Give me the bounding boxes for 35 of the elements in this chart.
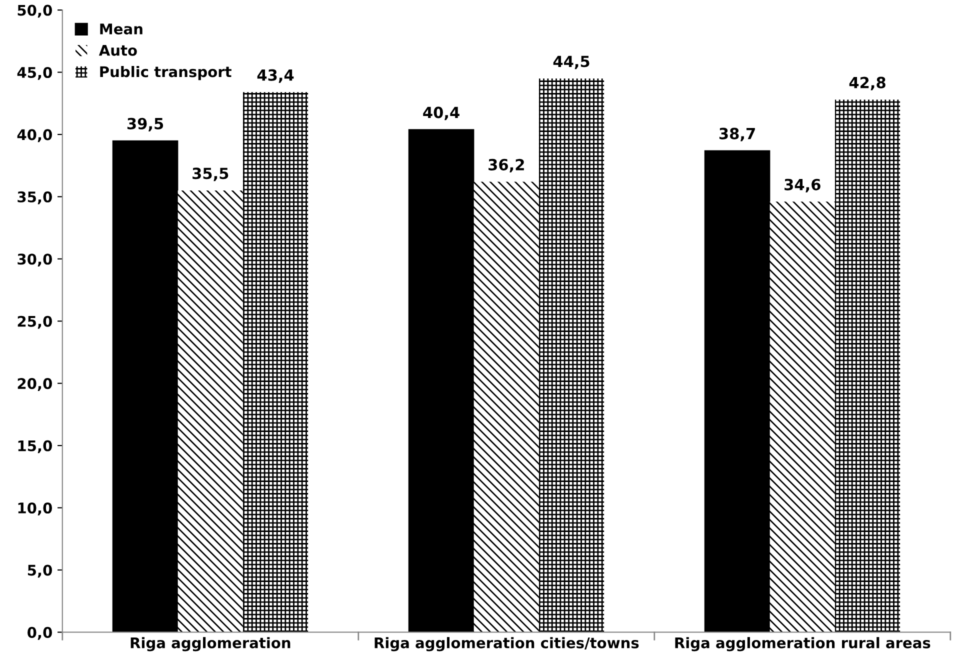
- data-label: 35,5: [192, 168, 228, 182]
- data-label: 42,8: [849, 76, 886, 90]
- y-tick-label: 10,0: [18, 502, 52, 516]
- bar: [474, 182, 539, 632]
- bar: [834, 100, 900, 632]
- legend-label: Mean: [100, 24, 142, 34]
- legend-label: Public transport: [100, 66, 232, 80]
- data-label: 34,6: [784, 178, 820, 192]
- data-label: 43,4: [257, 69, 294, 83]
- data-label: 39,5: [127, 118, 164, 132]
- y-tick-label: 45,0: [17, 66, 52, 80]
- y-tick-label: 5,0: [28, 564, 52, 578]
- data-label: 36,2: [488, 158, 524, 172]
- bar: [408, 129, 474, 632]
- bar: [538, 78, 604, 632]
- legend-label: Auto: [98, 45, 137, 56]
- data-label: 40,4: [423, 106, 460, 120]
- bar: [770, 202, 835, 632]
- x-tick-label: Riga agglomeration: [130, 637, 290, 652]
- y-tick-label: 30,0: [18, 254, 52, 267]
- data-label: 44,5: [553, 56, 590, 70]
- data-label: 38,7: [719, 128, 755, 142]
- y-tick-label: 0,0: [28, 626, 52, 640]
- bar: [112, 140, 178, 632]
- x-tick-label: Riga agglomeration cities/towns: [374, 637, 639, 652]
- bar: [704, 150, 770, 632]
- y-tick-label: 25,0: [18, 316, 52, 329]
- y-tick-label: 15,0: [18, 440, 52, 454]
- y-tick-label: 50,0: [18, 4, 52, 18]
- bar: [178, 190, 243, 632]
- y-tick-label: 20,0: [18, 378, 52, 391]
- y-tick-label: 35,0: [18, 191, 52, 204]
- bar: [242, 92, 308, 632]
- x-tick-label: Riga agglomeration rural areas: [675, 637, 930, 652]
- y-tick-label: 40,0: [17, 129, 52, 142]
